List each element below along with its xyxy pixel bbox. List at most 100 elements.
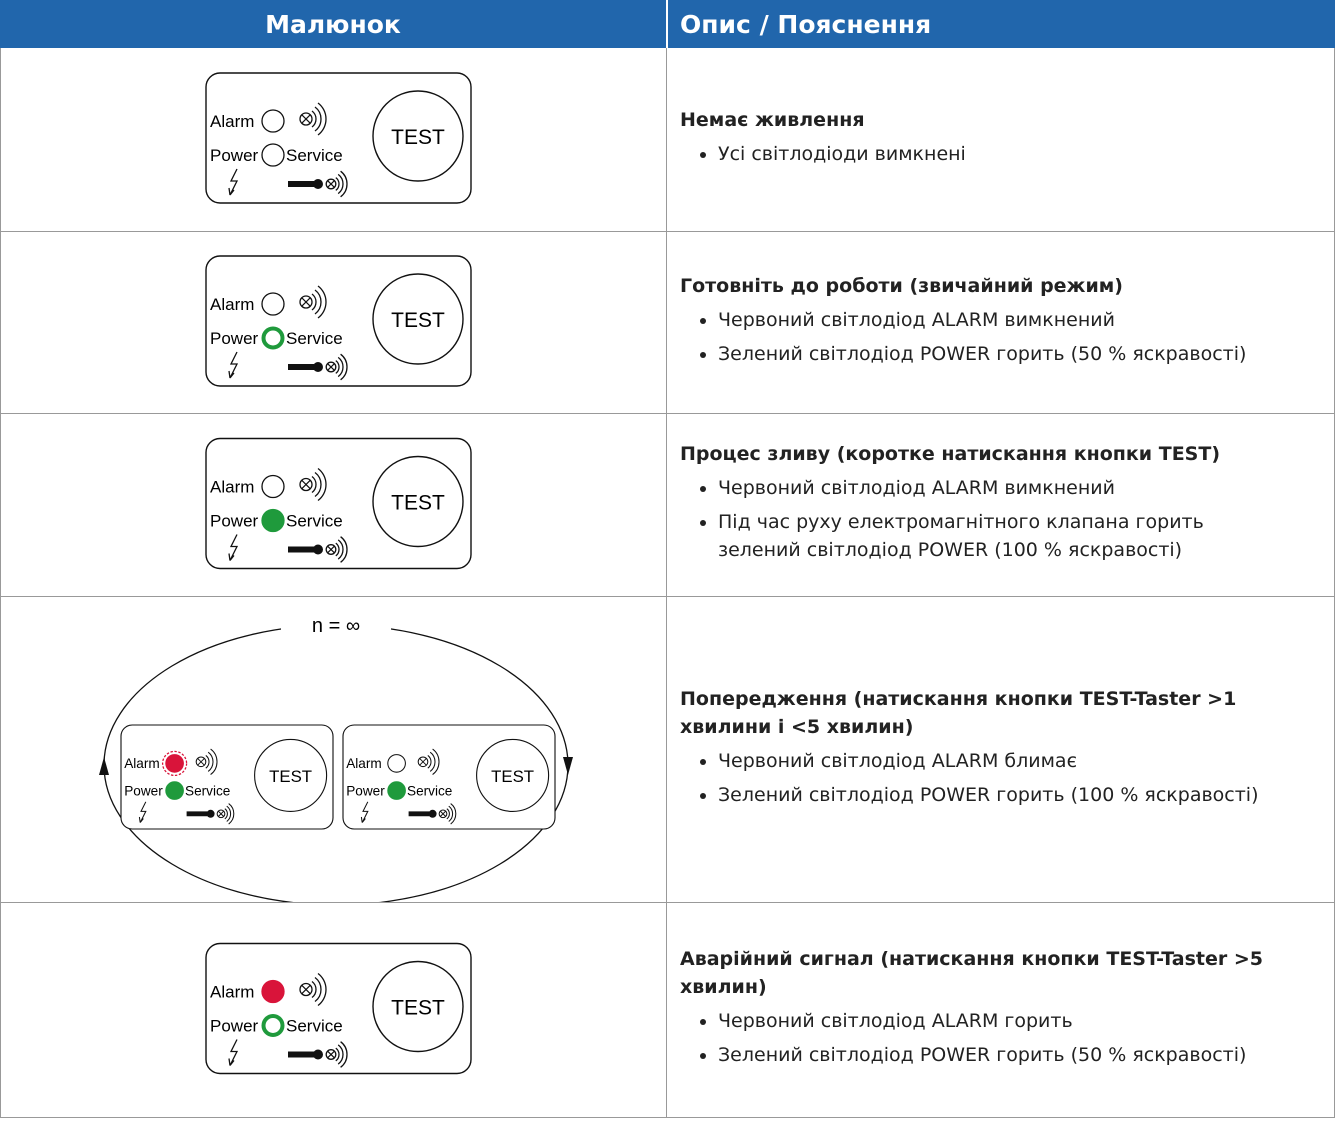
test-button	[372, 455, 464, 548]
alarm-label: Alarm	[210, 112, 254, 131]
lamp-wave	[427, 754, 432, 769]
power-icon	[228, 534, 239, 561]
picture-cell: Alarm Power Service TEST	[0, 903, 667, 1117]
bullet-item: Червоний світлодіод ALARM вимкнений	[718, 474, 1276, 502]
alarm-label: Alarm	[210, 478, 254, 497]
lamp-wave	[317, 102, 327, 136]
lamp-wave	[335, 1047, 340, 1062]
lamp-cross	[301, 479, 311, 490]
power-label: Power	[124, 783, 163, 798]
lamp-cross	[301, 297, 311, 307]
picture: Alarm Power Service TEST	[205, 942, 472, 1075]
wrench-icon	[288, 1051, 314, 1058]
lamp-wave	[340, 353, 348, 381]
power-led	[261, 1014, 285, 1037]
device-panel: Alarm Power Service TEST	[342, 724, 556, 830]
alarm-led	[261, 292, 285, 316]
lamp-cross	[439, 810, 447, 817]
power-led	[261, 326, 285, 350]
alarm-blink-ring	[161, 750, 188, 777]
description-cell: Готовніть до роботи (звичайний режим) Чер…	[668, 232, 1335, 413]
row-title: Попередження (натискання кнопки TEST-Tas…	[680, 687, 1237, 738]
lamp-wave	[314, 289, 322, 315]
bullet-item: Усі світлодіоди вимкнені	[718, 140, 1276, 168]
lamp-wave	[337, 173, 344, 195]
power-label: Power	[210, 512, 259, 531]
wrench-head	[428, 809, 437, 818]
lamp-icon	[438, 809, 448, 819]
service-label: Service	[407, 783, 452, 798]
bullet-item: Червоний світлодіод ALARM вимкнений	[718, 306, 1276, 334]
bullet-list: Червоний світлодіод ALARM блимає Зелений …	[680, 747, 1276, 815]
row-title: Готовніть до роботи (звичайний режим)	[680, 274, 1123, 297]
lamp-wave	[337, 1044, 344, 1065]
service-label: Service	[286, 146, 343, 165]
header-picture: Малюнок	[0, 0, 667, 48]
power-icon	[228, 168, 239, 196]
lamp-icon	[195, 756, 207, 768]
test-button	[372, 273, 464, 365]
power-icon	[228, 1039, 239, 1066]
wrench-head	[313, 179, 323, 189]
power-led	[165, 781, 184, 800]
device-panel: Alarm Power Service TEST	[205, 72, 472, 204]
lamp-wave	[314, 976, 322, 1003]
bullet-list: Усі світлодіоди вимкнені	[680, 140, 1276, 174]
description-cell: Немає живлення Усі світлодіоди вимкнені	[668, 48, 1335, 231]
alarm-label: Alarm	[124, 756, 160, 771]
power-icon	[138, 801, 147, 823]
header-description: Опис / Пояснення	[668, 0, 1335, 48]
picture-cell: Alarm Power Service TEST	[0, 48, 667, 231]
test-label: TEST	[391, 997, 445, 1020]
wrench-head	[313, 544, 323, 555]
lamp-wave	[335, 360, 340, 374]
lamp-wave	[226, 805, 232, 822]
lamp-wave	[429, 751, 436, 772]
picture-cell: Alarm Power Service TEST	[0, 232, 667, 413]
row-title: Немає живлення	[680, 108, 865, 131]
bullet-item: Червоний світлодіод ALARM горить	[718, 1007, 1276, 1035]
cycle-label: n = ∞	[312, 615, 360, 637]
lamp-wave	[210, 748, 218, 776]
picture: Alarm Power Service TEST	[205, 72, 472, 204]
lamp-wave	[314, 471, 322, 498]
table-row: n = ∞ Alarm Power Service TEST Alarm Power Serv…	[0, 597, 1335, 906]
bullet-list: Червоний світлодіод ALARM вимкнений Зелен…	[680, 306, 1276, 374]
service-label: Service	[286, 512, 343, 531]
test-button	[372, 960, 464, 1053]
wrench-head	[206, 809, 215, 818]
table-row: Alarm Power Service TEST Немає живлення Усі с…	[0, 48, 1335, 232]
wrench-icon	[288, 546, 314, 553]
test-label: TEST	[391, 126, 445, 149]
lamp-wave	[205, 754, 210, 769]
lamp-wave	[317, 972, 327, 1007]
device-panel: Alarm Power Service TEST	[205, 437, 472, 570]
alarm-led	[261, 109, 285, 133]
lamp-cross	[217, 810, 225, 817]
alarm-led	[387, 754, 406, 773]
lamp-wave	[340, 170, 348, 198]
service-label: Service	[286, 329, 343, 348]
test-label: TEST	[491, 767, 534, 786]
power-label: Power	[210, 329, 259, 348]
cycle-label-gap	[281, 610, 391, 640]
table-row: Alarm Power Service TEST Процес зливу (корот…	[0, 414, 1335, 597]
lamp-wave	[446, 808, 450, 820]
lamp-icon	[299, 112, 313, 126]
lamp-wave	[207, 751, 214, 772]
lamp-icon	[325, 361, 337, 373]
wrench-icon	[288, 364, 314, 370]
lamp-wave	[311, 293, 317, 311]
lamp-wave	[311, 475, 317, 494]
alarm-label: Alarm	[346, 756, 382, 771]
bullet-list: Червоний світлодіод ALARM вимкнений Під ч…	[680, 474, 1276, 570]
lamp-wave	[335, 177, 340, 191]
lamp-wave	[450, 803, 457, 825]
alarm-led	[261, 474, 285, 499]
table-row: Alarm Power Service TEST Готовніть до роботи…	[0, 232, 1335, 414]
wrench-icon	[408, 811, 430, 817]
bullet-list: Червоний світлодіод ALARM горить Зелений …	[680, 1007, 1276, 1075]
lamp-wave	[311, 110, 317, 128]
lamp-wave	[448, 805, 454, 822]
lamp-icon	[325, 1049, 337, 1060]
